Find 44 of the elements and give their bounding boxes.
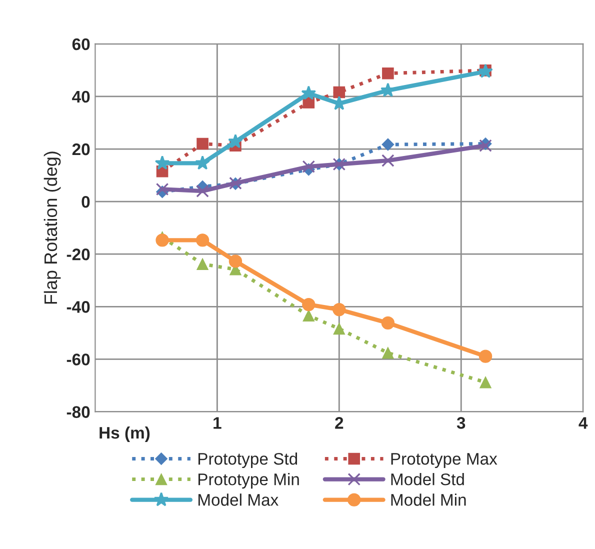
point: [156, 182, 169, 196]
point: [333, 322, 346, 335]
y-tick-label: -60: [66, 354, 90, 366]
x-tick-label: 2: [335, 417, 344, 429]
point: [196, 234, 210, 247]
point: [332, 302, 346, 316]
point: [196, 258, 208, 270]
point: [382, 67, 394, 80]
y-tick-label: -40: [66, 301, 90, 313]
x-axis-title: Hs (m): [100, 426, 150, 442]
point: [333, 86, 346, 98]
legend-label: Model Max: [198, 494, 278, 506]
x-tick-label: 1: [214, 417, 222, 429]
point: [302, 298, 316, 312]
point: [301, 86, 316, 100]
y-tick-label: 40: [72, 90, 90, 103]
legend-label: Prototype Min: [198, 473, 299, 489]
point: [302, 160, 316, 174]
y-tick-label: 20: [72, 143, 90, 156]
point: [480, 376, 492, 388]
point: [196, 138, 208, 150]
point: [382, 346, 394, 359]
legend-label: Prototype Std: [198, 452, 298, 468]
y-tick-label: -20: [66, 248, 90, 260]
point: [195, 155, 210, 170]
x-tick-label: 4: [578, 417, 588, 429]
point: [382, 138, 394, 151]
legend-label: Model Min: [391, 494, 466, 506]
y-tick-label: -80: [66, 406, 90, 418]
point: [228, 254, 242, 268]
point: [196, 184, 209, 198]
point: [478, 350, 492, 363]
point: [154, 155, 170, 170]
point: [302, 310, 315, 322]
legend-label: Prototype Max: [391, 453, 498, 468]
y-tick-label: 0: [82, 196, 90, 208]
legend-label: Model Std: [391, 473, 464, 486]
point: [381, 316, 395, 330]
y-tick-label: 60: [72, 38, 90, 50]
point: [156, 234, 169, 247]
y-axis-title: Flap Rotation (deg): [44, 152, 61, 304]
x-tick-label: 3: [456, 417, 466, 429]
point: [382, 154, 394, 167]
point: [228, 134, 243, 148]
